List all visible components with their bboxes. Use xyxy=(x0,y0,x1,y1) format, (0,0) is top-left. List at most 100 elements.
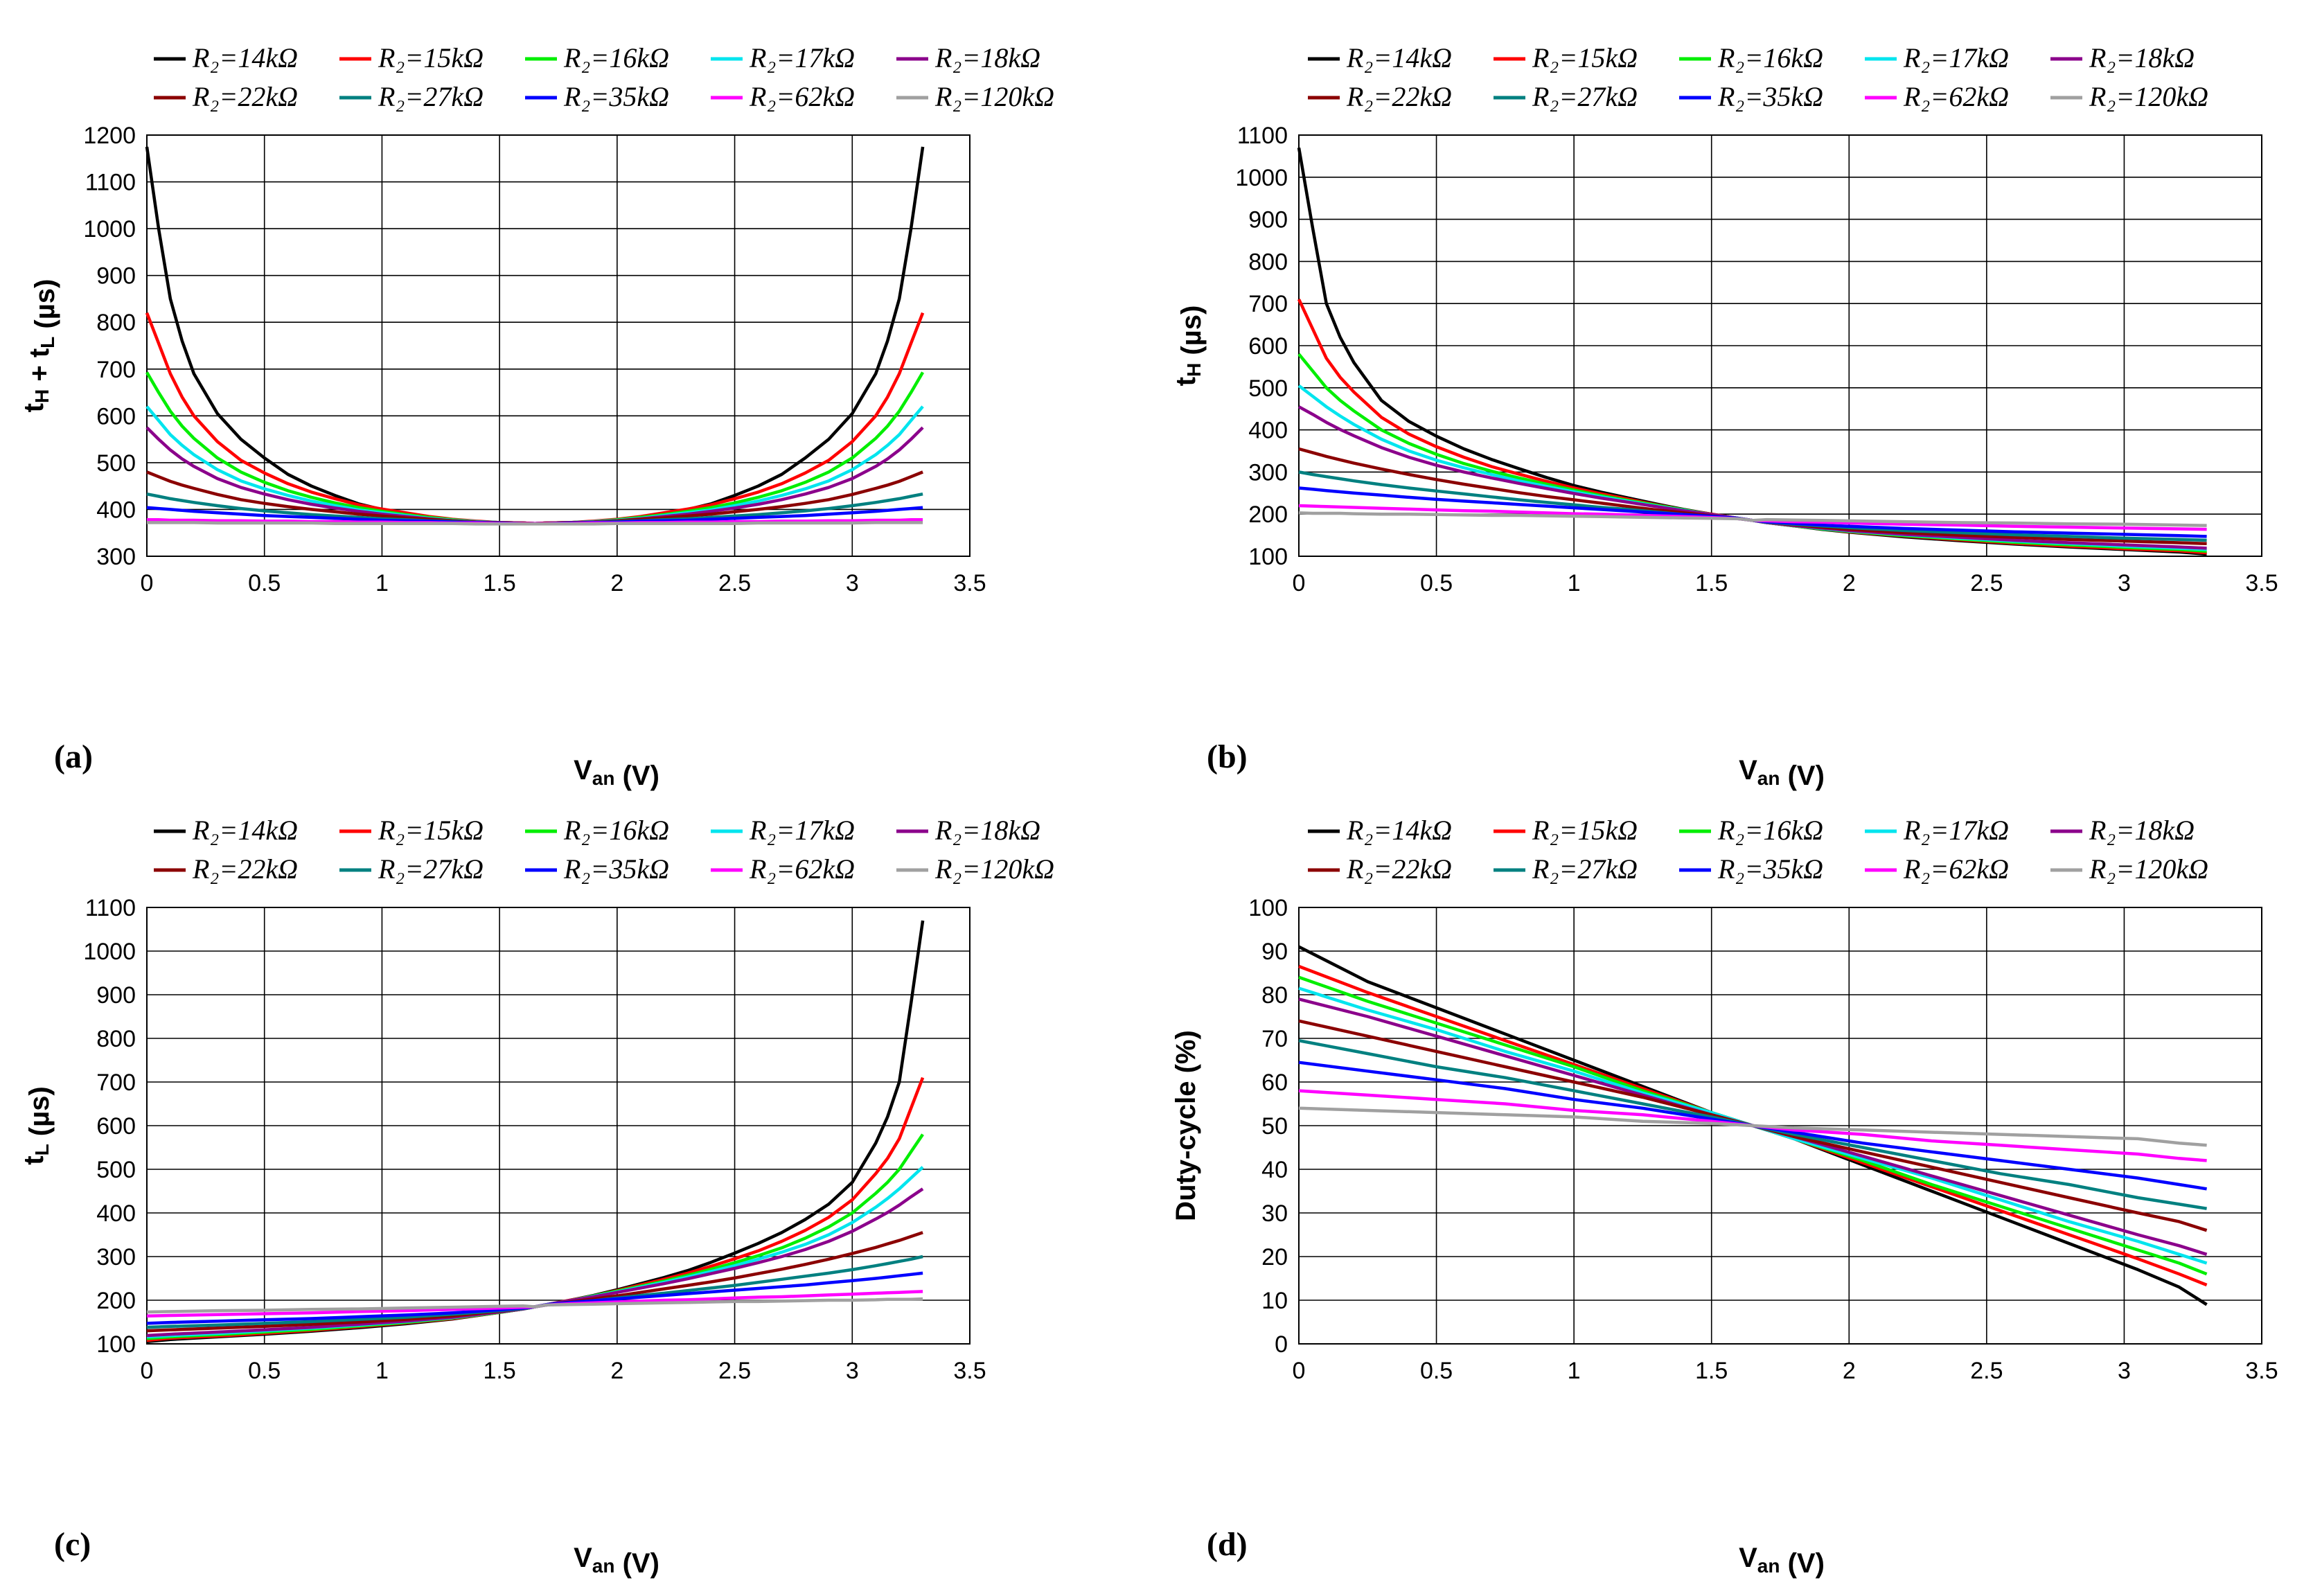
x-tick-label: 0.5 xyxy=(1420,570,1453,596)
chart-panel-b: R₂=14kΩ R₂=15kΩ R₂=16kΩ R₂=17kΩ R₂=18kΩ R₂=22… xyxy=(1171,42,2278,791)
y-tick-label: 20 xyxy=(1261,1244,1288,1270)
legend: R₂=14kΩ R₂=15kΩ R₂=16kΩ R₂=17kΩ R₂=18kΩ R₂=22… xyxy=(1308,815,2208,885)
legend-label: R₂=15kΩ xyxy=(378,815,484,846)
x-tick-label: 0.5 xyxy=(248,570,281,596)
series-line-7 xyxy=(146,492,923,525)
x-tick-label: 2.5 xyxy=(1970,570,2003,596)
legend: R₂=14kΩ R₂=15kΩ R₂=16kΩ R₂=17kΩ R₂=18kΩ R₂=22… xyxy=(154,42,1054,112)
y-tick-label: 600 xyxy=(96,1113,136,1140)
y-tick-label: 1200 xyxy=(83,123,136,149)
series-line-5 xyxy=(146,1187,924,1338)
legend-label: R₂=62kΩ xyxy=(749,81,855,112)
y-tick-label: 0 xyxy=(1275,1331,1288,1358)
y-tick-label: 1000 xyxy=(83,216,136,242)
x-tick-label: 0.5 xyxy=(248,1358,281,1384)
y-tick-label: 700 xyxy=(96,1070,136,1096)
y-tick-label: 200 xyxy=(96,1288,136,1314)
y-tick-label: 400 xyxy=(96,1200,136,1227)
y-tick-label: 800 xyxy=(1248,249,1288,275)
series-line-4 xyxy=(145,405,924,525)
y-tick-label: 80 xyxy=(1261,982,1288,1009)
x-tick-label: 3 xyxy=(846,570,859,596)
legend-label: R₂=15kΩ xyxy=(1532,815,1638,846)
y-axis-title: tL (µs) xyxy=(19,1086,55,1164)
legend-label: R₂=120kΩ xyxy=(2089,81,2208,112)
y-tick-label: 70 xyxy=(1261,1026,1288,1052)
x-tick-label: 3 xyxy=(846,1358,859,1384)
y-tick-label: 200 xyxy=(1248,502,1288,528)
x-tick-label: 0 xyxy=(141,570,154,596)
y-tick-label: 1000 xyxy=(1235,165,1288,191)
legend-label: R₂=16kΩ xyxy=(563,42,669,73)
series-line-1 xyxy=(145,146,925,525)
legend-label: R₂=17kΩ xyxy=(749,42,855,73)
series-line-10 xyxy=(1298,1106,2207,1147)
y-tick-label: 1100 xyxy=(85,170,136,196)
plot-area: 0 0.5 1 1.5 2 2.5 3 3.5 0 10 20 30 40 50 60 70 80 90 100 xyxy=(1248,895,2278,1384)
legend-label: R₂=27kΩ xyxy=(378,81,484,112)
x-tick-label: 2.5 xyxy=(1970,1358,2003,1384)
y-tick-label: 800 xyxy=(96,310,136,336)
legend-label: R₂=62kΩ xyxy=(749,853,855,885)
series-line-6 xyxy=(146,1231,923,1333)
legend-label: R₂=22kΩ xyxy=(192,81,298,112)
legend-label: R₂=16kΩ xyxy=(1717,815,1823,846)
plot-border xyxy=(146,134,971,557)
legend-label: R₂=62kΩ xyxy=(1903,81,2009,112)
x-tick-label: 0 xyxy=(1293,570,1306,596)
y-tick-label: 700 xyxy=(1248,291,1288,317)
y-tick-label: 500 xyxy=(96,1157,136,1183)
series-line-9 xyxy=(1298,504,2207,531)
x-tick-label: 2 xyxy=(610,1358,623,1384)
legend-label: R₂=17kΩ xyxy=(1903,815,2009,846)
x-axis-title: Van (V) xyxy=(1739,1543,1825,1579)
legend-label: R₂=15kΩ xyxy=(1532,42,1638,73)
legend-label: R₂=120kΩ xyxy=(934,853,1054,885)
x-tick-label: 1 xyxy=(375,1358,389,1384)
y-axis-title: tH + tL (µs) xyxy=(19,279,60,413)
y-tick-label: 100 xyxy=(96,1331,136,1358)
y-tick-label: 60 xyxy=(1261,1070,1288,1096)
series-line-10 xyxy=(146,1297,923,1314)
plot-area: 0 0.5 1 1.5 2 2.5 3 3.5 300 400 500 600 700 800 900 100… xyxy=(83,123,986,596)
y-tick-label: 30 xyxy=(1261,1200,1288,1227)
series-line-7 xyxy=(146,1254,923,1329)
legend-label: R₂=22kΩ xyxy=(1346,853,1452,885)
x-tick-label: 1.5 xyxy=(484,1358,516,1384)
legend-label: R₂=14kΩ xyxy=(192,815,298,846)
chart-panel-a: R₂=14kΩ R₂=15kΩ R₂=16kΩ R₂=17kΩ R₂=18kΩ R₂=22… xyxy=(19,42,1054,791)
x-tick-label: 2.5 xyxy=(718,570,751,596)
series-line-10 xyxy=(147,521,923,526)
legend-label: R₂=16kΩ xyxy=(1717,42,1823,73)
x-tick-label: 1 xyxy=(1568,1358,1581,1384)
y-tick-label: 700 xyxy=(96,357,136,383)
legend-label: R₂=18kΩ xyxy=(934,42,1040,73)
x-tick-label: 2.5 xyxy=(718,1358,751,1384)
series-line-8 xyxy=(1298,486,2207,538)
y-tick-label: 300 xyxy=(96,544,136,570)
y-tick-label: 50 xyxy=(1261,1113,1288,1140)
y-tick-label: 1000 xyxy=(83,939,136,965)
y-tick-label: 400 xyxy=(1248,418,1288,444)
legend-label: R₂=35kΩ xyxy=(563,81,669,112)
legend-label: R₂=18kΩ xyxy=(2089,42,2195,73)
x-tick-label: 1.5 xyxy=(484,570,516,596)
y-tick-label: 1100 xyxy=(85,895,136,921)
y-tick-label: 600 xyxy=(96,403,136,429)
legend-label: R₂=18kΩ xyxy=(934,815,1040,846)
panel-label: (b) xyxy=(1207,738,1248,775)
x-tick-label: 2 xyxy=(1843,570,1856,596)
plot-border xyxy=(146,907,971,1345)
legend-label: R₂=22kΩ xyxy=(192,853,298,885)
y-tick-label: 500 xyxy=(96,450,136,477)
x-tick-label: 3.5 xyxy=(953,570,986,596)
x-tick-label: 0.5 xyxy=(1420,1358,1453,1384)
panel-label: (d) xyxy=(1207,1526,1248,1563)
panel-label: (a) xyxy=(54,738,93,775)
x-axis-title: Van (V) xyxy=(574,1543,659,1579)
x-tick-label: 3.5 xyxy=(2245,1358,2278,1384)
legend-label: R₂=35kΩ xyxy=(1717,81,1823,112)
legend-label: R₂=27kΩ xyxy=(1532,853,1638,885)
series-line-3 xyxy=(145,371,925,525)
y-tick-label: 40 xyxy=(1261,1157,1288,1183)
